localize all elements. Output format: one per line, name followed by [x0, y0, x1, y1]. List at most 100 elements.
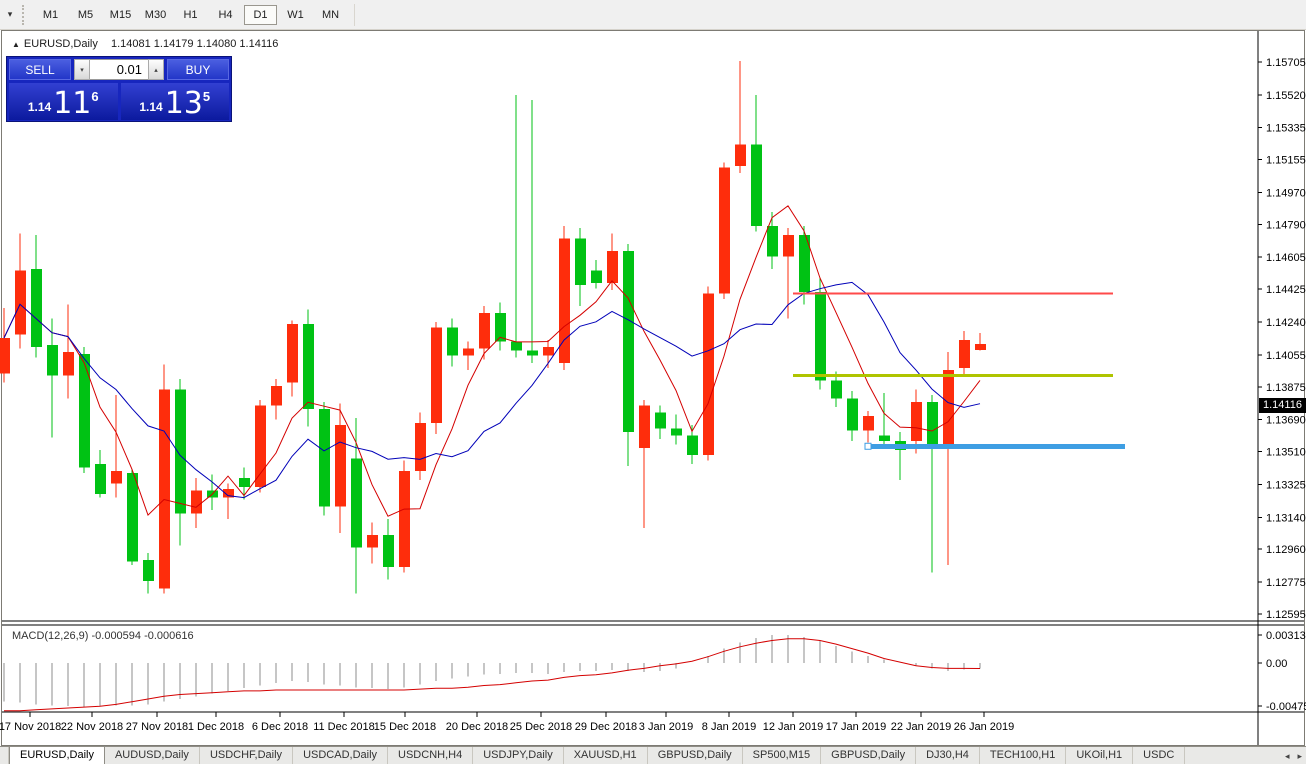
price-tick-label: 1.15520 [1266, 90, 1306, 102]
chart-tab-USDCNH-H4[interactable]: USDCNH,H4 [388, 747, 474, 764]
candle-down [95, 464, 106, 495]
date-tick-label: 1 Dec 2018 [188, 721, 244, 733]
date-tick-label: 17 Nov 2018 [0, 721, 61, 733]
candle-down [351, 458, 362, 548]
chart-title-text: EURUSD,Daily [23, 38, 98, 50]
macd-signal-line [4, 638, 981, 712]
volume-input[interactable]: 0.01 [90, 59, 148, 80]
macd-tick-label: -0.004751 [1266, 701, 1306, 713]
timeframe-M5[interactable]: M5 [77, 8, 94, 21]
price-tick-label: 1.15155 [1266, 155, 1306, 167]
charts-dropdown-button[interactable]: ▾ [2, 4, 18, 26]
candle-up [639, 405, 650, 449]
candle-down [511, 341, 522, 351]
chart-ohlc-values: 1.14081 1.14179 1.14080 1.14116 [110, 38, 279, 50]
buy-price[interactable]: 1.14 13 5 [120, 83, 229, 121]
tabbar-lead [0, 747, 9, 764]
chart-tab-DJ30-H4[interactable]: DJ30,H4 [916, 747, 980, 764]
chart-tab-GBPUSD-Daily[interactable]: GBPUSD,Daily [821, 747, 917, 764]
chart-tab-TECH100-H1[interactable]: TECH100,H1 [980, 747, 1067, 764]
volume-stepper: ▾ 0.01 ▴ [74, 59, 164, 80]
candle-down [591, 270, 602, 283]
candle-up [415, 423, 426, 472]
chart-tab-USDCAD-Daily[interactable]: USDCAD,Daily [293, 747, 389, 764]
price-tick-label: 1.13140 [1266, 512, 1306, 524]
chart-tab-XAUUSD-H1[interactable]: XAUUSD,H1 [564, 747, 648, 764]
candle-down [239, 478, 250, 488]
chart-title: ▲ EURUSD,Daily 1.14081 1.14179 1.14080 1.… [12, 38, 278, 50]
volume-increase-button[interactable]: ▴ [148, 59, 164, 80]
candle-up [15, 270, 26, 335]
candle-up [223, 488, 234, 498]
chart-tab-UKOil-H1[interactable]: UKOil,H1 [1066, 747, 1134, 764]
buy-price-pip: 5 [202, 89, 211, 104]
candle-down [575, 238, 586, 285]
candle-up [735, 144, 746, 166]
candle-down [127, 472, 138, 562]
sell-price[interactable]: 1.14 11 6 [9, 83, 118, 120]
price-tick-label: 1.14055 [1266, 350, 1306, 362]
price-tick-label: 1.13325 [1266, 479, 1306, 491]
chart-tab-USDCHF-Daily[interactable]: USDCHF,Daily [200, 747, 294, 764]
candle-down [495, 313, 506, 342]
chart-tab-EURUSD-Daily[interactable]: EURUSD,Daily [9, 747, 105, 764]
timeframe-W1[interactable]: W1 [287, 8, 304, 21]
date-tick-label: 27 Nov 2018 [126, 721, 188, 733]
candle-up [271, 385, 282, 406]
date-tick-label: 3 Jan 2019 [639, 721, 693, 733]
sell-button[interactable]: SELL [9, 59, 71, 80]
candle-down [303, 323, 314, 409]
candle-up [335, 424, 346, 507]
buy-price-big: 13 [164, 86, 203, 121]
candle-up [287, 323, 298, 383]
volume-decrease-button[interactable]: ▾ [74, 59, 90, 80]
price-tick-label: 1.13690 [1266, 415, 1306, 427]
price-tick-label: 1.13875 [1266, 382, 1306, 394]
candle-up [399, 471, 410, 567]
price-tick-label: 1.12775 [1266, 577, 1306, 589]
date-tick-label: 12 Jan 2019 [763, 721, 824, 733]
macd-main-value: -0.000594 [91, 630, 142, 642]
candle-down [879, 435, 890, 441]
candle-up [543, 346, 554, 356]
chart-tab-USDC[interactable]: USDC [1133, 747, 1186, 764]
timeframe-M15[interactable]: M15 [109, 8, 132, 21]
candle-up [111, 471, 122, 484]
chart-tab-GBPUSD-Daily[interactable]: GBPUSD,Daily [648, 747, 743, 764]
candle-up [783, 235, 794, 257]
price-tick-label: 1.14425 [1266, 284, 1306, 296]
tabs-scroll-right-icon[interactable]: ▸ [1297, 750, 1302, 761]
chart-tab-AUDUSD-Daily[interactable]: AUDUSD,Daily [105, 747, 200, 764]
timeframe-M1[interactable]: M1 [42, 8, 59, 21]
candle-up [959, 339, 970, 369]
timeframe-H4[interactable]: H4 [218, 8, 233, 21]
timeframe-MN[interactable]: MN [321, 8, 340, 21]
date-tick-label: 20 Dec 2018 [446, 721, 508, 733]
current-price-tag: 1.14116 [1259, 398, 1306, 413]
candle-up [559, 238, 570, 363]
chart-tab-SP500-M15[interactable]: SP500,M15 [743, 747, 822, 764]
candle-down [655, 412, 666, 429]
timeframe-buttons: M1 M5 M15 M30 H1 H4 D1 W1 MN [33, 4, 348, 25]
sell-price-big: 11 [53, 86, 92, 121]
timeframe-D1[interactable]: D1 [244, 4, 277, 25]
tabs-scroll-left-icon[interactable]: ◂ [1284, 750, 1290, 761]
timeframe-H1[interactable]: H1 [183, 8, 198, 21]
timeframe-M30[interactable]: M30 [144, 8, 167, 21]
candle-down [767, 226, 778, 257]
ma-line-slow-blue [3, 281, 981, 499]
hline-anchor[interactable] [864, 442, 872, 450]
chart-tab-USDJPY-Daily[interactable]: USDJPY,Daily [473, 747, 564, 764]
candle-down [751, 144, 762, 227]
date-tick-label: 6 Dec 2018 [252, 721, 308, 733]
buy-button[interactable]: BUY [167, 59, 229, 80]
price-tick-label: 1.12960 [1266, 544, 1306, 556]
ma-line-fast-red [3, 205, 981, 517]
toolbar-grip[interactable] [22, 4, 29, 25]
candle-up [863, 416, 874, 431]
date-tick-label: 26 Jan 2019 [954, 721, 1015, 733]
macd-tick-label: 0.00 [1266, 658, 1287, 670]
candle-down [847, 398, 858, 431]
candle-down [31, 268, 42, 347]
one-click-trading-panel: SELL ▾ 0.01 ▴ BUY 1.14 11 6 1.14 13 5 [6, 56, 232, 122]
